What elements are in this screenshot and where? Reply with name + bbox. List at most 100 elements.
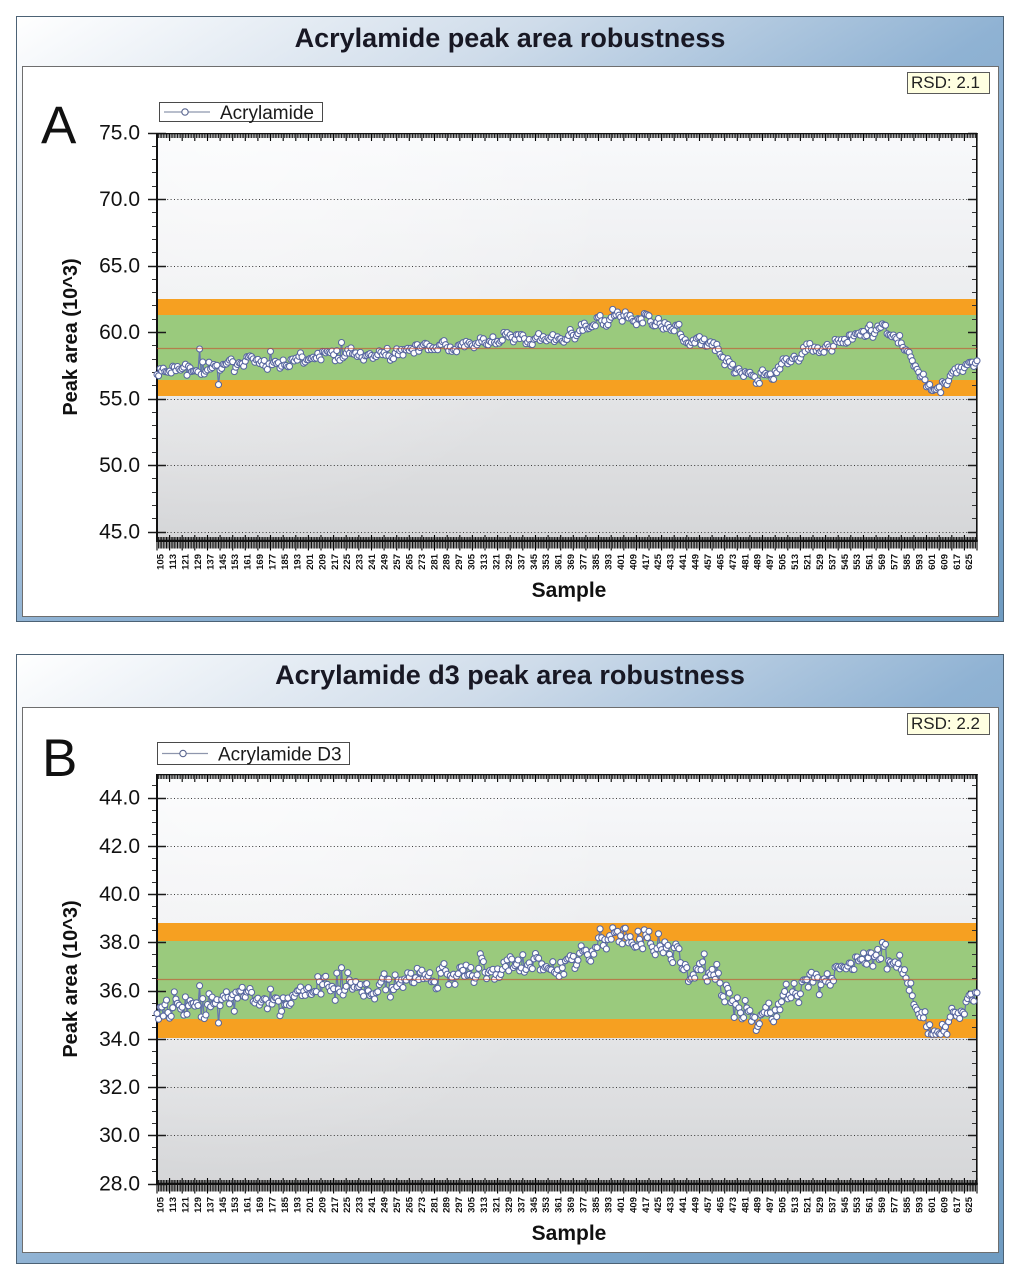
svg-text:337: 337 bbox=[516, 554, 527, 570]
svg-text:561: 561 bbox=[865, 1196, 876, 1213]
svg-text:425: 425 bbox=[653, 553, 664, 570]
svg-text:60.0: 60.0 bbox=[99, 321, 140, 344]
svg-text:201: 201 bbox=[305, 1196, 316, 1213]
svg-text:321: 321 bbox=[492, 1196, 503, 1213]
svg-text:297: 297 bbox=[454, 554, 465, 570]
svg-text:225: 225 bbox=[342, 553, 353, 570]
svg-text:217: 217 bbox=[330, 554, 341, 570]
svg-text:249: 249 bbox=[380, 554, 391, 570]
svg-text:Peak area (10^3): Peak area (10^3) bbox=[60, 900, 82, 1057]
svg-text:337: 337 bbox=[516, 1197, 527, 1213]
svg-text:593: 593 bbox=[914, 1197, 925, 1213]
svg-text:521: 521 bbox=[803, 553, 814, 570]
svg-text:441: 441 bbox=[678, 553, 689, 570]
svg-text:32.0: 32.0 bbox=[99, 1076, 140, 1099]
svg-text:257: 257 bbox=[392, 554, 403, 570]
svg-text:457: 457 bbox=[703, 1197, 714, 1213]
svg-text:257: 257 bbox=[392, 1197, 403, 1213]
svg-text:Acrylamide peak area robustnes: Acrylamide peak area robustness bbox=[295, 23, 726, 53]
svg-text:473: 473 bbox=[728, 554, 739, 570]
svg-text:425: 425 bbox=[653, 1196, 664, 1213]
svg-text:409: 409 bbox=[628, 1197, 639, 1213]
svg-text:40.0: 40.0 bbox=[99, 883, 140, 906]
svg-text:28.0: 28.0 bbox=[99, 1173, 140, 1196]
svg-text:Peak area (10^3): Peak area (10^3) bbox=[60, 258, 82, 415]
svg-text:225: 225 bbox=[342, 1196, 353, 1213]
svg-text:497: 497 bbox=[765, 1197, 776, 1213]
svg-text:169: 169 bbox=[255, 1197, 266, 1213]
svg-text:305: 305 bbox=[467, 1196, 478, 1213]
svg-text:353: 353 bbox=[541, 554, 552, 570]
svg-text:Sample: Sample bbox=[532, 1222, 607, 1245]
svg-text:Acrylamide: Acrylamide bbox=[220, 103, 314, 124]
svg-text:529: 529 bbox=[815, 554, 826, 570]
svg-text:36.0: 36.0 bbox=[99, 980, 140, 1003]
svg-text:313: 313 bbox=[479, 554, 490, 570]
svg-text:297: 297 bbox=[454, 1197, 465, 1213]
svg-text:153: 153 bbox=[230, 554, 241, 570]
svg-text:201: 201 bbox=[305, 553, 316, 570]
svg-text:249: 249 bbox=[380, 1197, 391, 1213]
svg-text:209: 209 bbox=[317, 554, 328, 570]
svg-text:233: 233 bbox=[355, 554, 366, 570]
svg-text:153: 153 bbox=[230, 1197, 241, 1213]
svg-text:377: 377 bbox=[579, 1197, 590, 1213]
svg-text:585: 585 bbox=[902, 1196, 913, 1213]
svg-text:553: 553 bbox=[852, 554, 863, 570]
svg-text:569: 569 bbox=[877, 1197, 888, 1213]
svg-text:177: 177 bbox=[268, 1197, 279, 1213]
svg-text:105: 105 bbox=[156, 1196, 167, 1213]
svg-text:273: 273 bbox=[417, 554, 428, 570]
svg-text:129: 129 bbox=[193, 554, 204, 570]
svg-text:625: 625 bbox=[964, 1196, 975, 1213]
svg-text:433: 433 bbox=[666, 1197, 677, 1213]
svg-text:481: 481 bbox=[740, 553, 751, 570]
svg-text:609: 609 bbox=[939, 554, 950, 570]
svg-text:617: 617 bbox=[952, 1197, 963, 1213]
svg-text:55.0: 55.0 bbox=[99, 388, 140, 411]
svg-text:489: 489 bbox=[753, 554, 764, 570]
svg-text:385: 385 bbox=[591, 553, 602, 570]
svg-text:Acrylamide D3: Acrylamide D3 bbox=[218, 745, 342, 766]
svg-text:Sample: Sample bbox=[532, 579, 607, 602]
svg-text:497: 497 bbox=[765, 554, 776, 570]
svg-text:361: 361 bbox=[554, 1196, 565, 1213]
svg-text:113: 113 bbox=[168, 554, 179, 569]
svg-text:457: 457 bbox=[703, 554, 714, 570]
svg-text:38.0: 38.0 bbox=[99, 931, 140, 954]
svg-text:393: 393 bbox=[603, 554, 614, 570]
svg-text:377: 377 bbox=[579, 554, 590, 570]
svg-text:281: 281 bbox=[429, 1196, 440, 1213]
svg-text:45.0: 45.0 bbox=[99, 521, 140, 544]
svg-text:585: 585 bbox=[902, 553, 913, 570]
svg-text:393: 393 bbox=[603, 1197, 614, 1213]
svg-text:321: 321 bbox=[492, 553, 503, 570]
svg-text:105: 105 bbox=[156, 553, 167, 570]
svg-text:30.0: 30.0 bbox=[99, 1124, 140, 1147]
svg-text:44.0: 44.0 bbox=[99, 787, 140, 810]
svg-text:34.0: 34.0 bbox=[99, 1028, 140, 1051]
svg-text:465: 465 bbox=[715, 1196, 726, 1213]
svg-text:145: 145 bbox=[218, 553, 229, 570]
svg-text:161: 161 bbox=[243, 1196, 254, 1213]
svg-text:129: 129 bbox=[193, 1197, 204, 1213]
svg-text:473: 473 bbox=[728, 1197, 739, 1213]
svg-text:121: 121 bbox=[181, 553, 192, 570]
svg-text:RSD: 2.1: RSD: 2.1 bbox=[911, 73, 980, 92]
svg-text:RSD: 2.2: RSD: 2.2 bbox=[911, 714, 980, 733]
svg-text:513: 513 bbox=[790, 1197, 801, 1213]
svg-text:385: 385 bbox=[591, 1196, 602, 1213]
svg-text:50.0: 50.0 bbox=[99, 454, 140, 477]
svg-text:401: 401 bbox=[616, 553, 627, 570]
svg-text:193: 193 bbox=[292, 554, 303, 570]
svg-text:561: 561 bbox=[865, 553, 876, 570]
svg-text:265: 265 bbox=[404, 1196, 415, 1213]
svg-text:185: 185 bbox=[280, 1196, 291, 1213]
svg-text:401: 401 bbox=[616, 1196, 627, 1213]
svg-text:185: 185 bbox=[280, 553, 291, 570]
svg-text:137: 137 bbox=[205, 554, 216, 570]
svg-text:545: 545 bbox=[840, 1196, 851, 1213]
svg-text:289: 289 bbox=[442, 1197, 453, 1213]
svg-text:75.0: 75.0 bbox=[99, 122, 140, 145]
svg-text:577: 577 bbox=[890, 554, 901, 570]
